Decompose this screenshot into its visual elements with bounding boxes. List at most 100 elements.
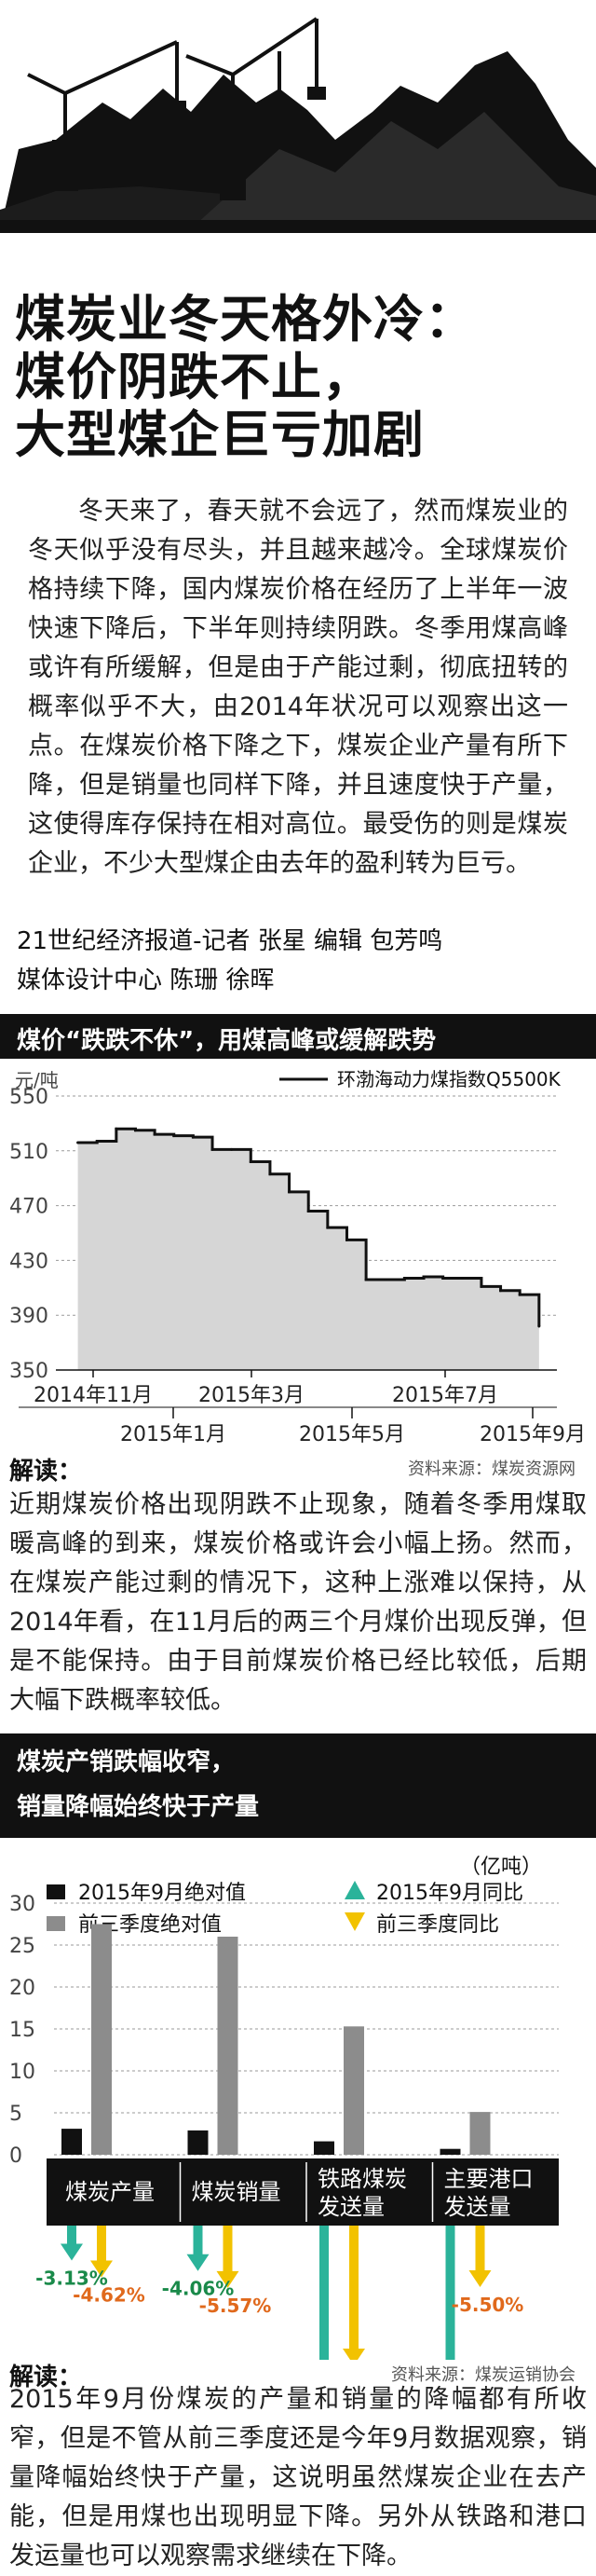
data-point-12 [306, 1209, 310, 1213]
section2-banner-line-2: 销量降幅始终快于产量 [17, 1793, 260, 1821]
headline-line-3: 大型煤企巨亏加剧 [15, 405, 425, 464]
data-point-16 [384, 1278, 387, 1281]
data-point-2 [115, 1127, 118, 1130]
y-tick-label-4: 10 [9, 2061, 35, 2084]
data-point-22 [499, 1289, 503, 1293]
bar-q3-2 [344, 2026, 364, 2155]
bar-sep-0 [61, 2129, 82, 2155]
price-index-chart: 元/吨 环渤海动力煤指数Q5500K 550 510 470 430 390 3502014年… [9, 1068, 586, 1446]
category-label-0-0: 煤炭产量 [65, 2179, 155, 2205]
series-line [77, 1127, 541, 1326]
legend-label-0: 2015年9月绝对值 [78, 1882, 246, 1905]
legend-swatch-1 [47, 1916, 65, 1931]
data-point-9 [249, 1160, 252, 1164]
growth-arrow-sep-3 [445, 2226, 455, 2360]
data-point-18 [422, 1275, 426, 1279]
growth-arrow-sep-2 [319, 2226, 329, 2360]
y-tick-label-2: 470 [9, 1196, 48, 1219]
data-point-5 [172, 1134, 176, 1138]
credit-line-2: 媒体设计中心 陈珊 徐晖 [17, 966, 275, 994]
x-tick-label-top-0: 2014年11月 [34, 1384, 153, 1407]
y-tick-label-2: 20 [9, 1977, 35, 2000]
category-label-3-0: 主要港口 [444, 2166, 534, 2192]
growth-label-q3-0: -4.62% [73, 2283, 145, 2306]
section2-source: 资料来源：煤炭运销协会 [391, 2365, 576, 2385]
unit-label: （亿吨） [460, 1856, 542, 1879]
headline-line-1: 煤炭业冬天格外冷： [15, 290, 476, 349]
y-tick-label-5: 5 [9, 2103, 22, 2126]
y-tick-label-0: 550 [9, 1086, 48, 1109]
credit-line-1: 21世纪经济报道-记者 张星 编辑 包芳鸣 [17, 927, 443, 955]
bar-q3-3 [469, 2112, 491, 2155]
legend-label-2: 2015年9月同比 [376, 1882, 523, 1905]
y-tick-label-3: 430 [9, 1250, 48, 1273]
legend-label: 环渤海动力煤指数Q5500K [337, 1068, 562, 1090]
data-point-1 [95, 1140, 99, 1144]
section1-interp-label: 解读： [9, 1458, 83, 1486]
coal-volume-chart: （亿吨）2015年9月绝对值前三季度绝对值2015年9月同比前三季度同比3025… [9, 1856, 559, 2360]
growth-arrow-q3-3 [468, 2226, 492, 2287]
bar-sep-3 [440, 2148, 461, 2155]
section1-banner-title: 煤价“跌跌不休”，用煤高峰或缓解跌势 [17, 1027, 437, 1055]
x-tick-label-bottom-1: 2015年5月 [299, 1423, 405, 1446]
data-point-21 [480, 1284, 483, 1288]
data-point-24 [537, 1324, 541, 1328]
growth-label-q3-1: -5.57% [199, 2295, 272, 2317]
x-tick-label-bottom-0: 2015年1月 [120, 1423, 226, 1446]
category-label-2-0: 铁路煤炭 [318, 2166, 407, 2192]
data-point-23 [518, 1293, 522, 1296]
data-point-13 [326, 1226, 330, 1229]
data-point-0 [76, 1141, 80, 1144]
section1-source: 资料来源：煤炭资源网 [408, 1459, 576, 1479]
growth-arrow-q3-1 [216, 2226, 239, 2288]
data-point-7 [210, 1147, 214, 1151]
legend-swatch-0 [47, 1884, 65, 1899]
growth-arrow-q3-2 [343, 2226, 365, 2360]
section2-interp-label: 解读： [9, 2364, 83, 2391]
y-tick-label-0: 30 [9, 1893, 35, 1916]
legend-swatch-3 [345, 1912, 365, 1931]
data-point-14 [345, 1238, 348, 1241]
section1-banner: 煤价“跌跌不休”，用煤高峰或缓解跌势 [0, 1014, 596, 1059]
category-label-1-0: 煤炭销量 [192, 2179, 281, 2205]
y-tick-label-3: 15 [9, 2019, 35, 2042]
section2-banner-line-1: 煤炭产销跌幅收窄， [17, 1748, 236, 1776]
category-label-3-1: 发送量 [444, 2194, 511, 2220]
section2-banner: 煤炭产销跌幅收窄， 销量降幅始终快于产量 [0, 1733, 596, 1838]
data-point-15 [364, 1278, 368, 1281]
data-point-20 [460, 1277, 464, 1281]
x-tick-label-bottom-2: 2015年9月 [480, 1423, 586, 1446]
data-point-3 [133, 1129, 137, 1132]
data-point-10 [268, 1172, 272, 1176]
y-tick-label-5: 350 [9, 1360, 48, 1383]
headline-line-2: 煤价阴跌不止， [15, 348, 373, 406]
legend-label-3: 前三季度同比 [376, 1913, 499, 1937]
growth-arrow-sep-0 [61, 2226, 83, 2261]
growth-label-q3-3: -5.50% [452, 2294, 524, 2316]
bar-q3-1 [217, 1937, 238, 2155]
growth-label-sep-0: -3.13% [35, 2268, 108, 2290]
data-point-6 [191, 1135, 195, 1139]
growth-arrow-sep-1 [186, 2226, 210, 2271]
data-point-11 [288, 1190, 291, 1194]
legend-swatch-2 [345, 1881, 365, 1899]
bar-q3-0 [91, 1924, 112, 2155]
section2-interp-text: 2015年9月份煤炭的产量和销量的降幅都有所收窄，但是不管从前三季度还是今年9月… [9, 2385, 587, 2570]
data-point-4 [153, 1132, 156, 1136]
data-point-17 [402, 1277, 406, 1281]
section1-interp-text: 近期煤炭价格出现阴跌不止现象，随着冬季用煤取暖高峰的到来，煤炭价格或许会小幅上扬… [9, 1490, 587, 1715]
growth-label-sep-1: -4.06% [162, 2278, 235, 2300]
category-label-2-1: 发送量 [318, 2194, 385, 2220]
y-tick-label-4: 390 [9, 1305, 48, 1328]
data-point-19 [441, 1277, 445, 1281]
y-tick-label-1: 25 [9, 1935, 35, 1958]
data-point-8 [230, 1147, 234, 1151]
bar-sep-2 [314, 2141, 334, 2155]
y-unit-label: 元/吨 [15, 1069, 59, 1091]
category-band [47, 2158, 559, 2226]
x-tick-label-top-1: 2015年3月 [198, 1384, 305, 1407]
y-tick-label-6: 0 [9, 2144, 22, 2168]
x-tick-label-top-2: 2015年7月 [392, 1384, 498, 1407]
growth-arrow-q3-0 [90, 2226, 113, 2278]
series-area [77, 1129, 539, 1370]
